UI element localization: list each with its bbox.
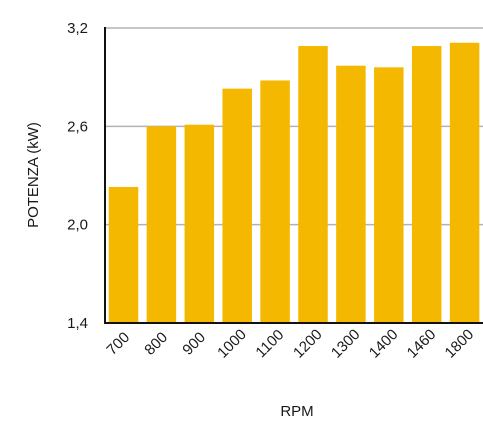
x-tick-label: 1460 — [404, 326, 440, 362]
y-axis-title: POTENZA (kW) — [25, 122, 42, 228]
y-tick-label: 2,0 — [67, 217, 88, 234]
bar — [146, 126, 177, 323]
x-tick-label: 1800 — [442, 326, 478, 362]
x-tick-label: 1200 — [290, 326, 326, 362]
x-tick-label: 1400 — [366, 326, 402, 362]
bar — [222, 88, 252, 323]
x-axis-title: RPM — [280, 403, 313, 420]
x-tick-label: 1100 — [253, 326, 288, 361]
bar — [184, 124, 215, 323]
x-tick-label: 1300 — [328, 326, 364, 362]
x-tick-label: 700 — [103, 329, 133, 359]
x-tick-labels: 700 800 900 1000 1100 1200 1300 1400 1460 1800 — [103, 326, 477, 362]
bar — [260, 80, 290, 323]
y-tick-label: 1,4 — [67, 315, 88, 332]
bar — [374, 67, 404, 323]
x-tick-label: 900 — [179, 329, 209, 359]
bar — [108, 186, 139, 323]
y-tick-label: 2,6 — [67, 118, 88, 135]
y-tick-labels: 1,4 2,0 2,6 3,2 — [67, 20, 88, 332]
bar — [336, 65, 366, 323]
bars — [108, 42, 480, 324]
bar — [298, 46, 328, 324]
bar — [449, 42, 480, 323]
x-tick-label: 800 — [141, 329, 171, 359]
axes — [104, 27, 483, 324]
y-tick-label: 3,2 — [67, 20, 88, 37]
bar — [411, 46, 442, 324]
x-tick-label: 1000 — [214, 326, 250, 362]
